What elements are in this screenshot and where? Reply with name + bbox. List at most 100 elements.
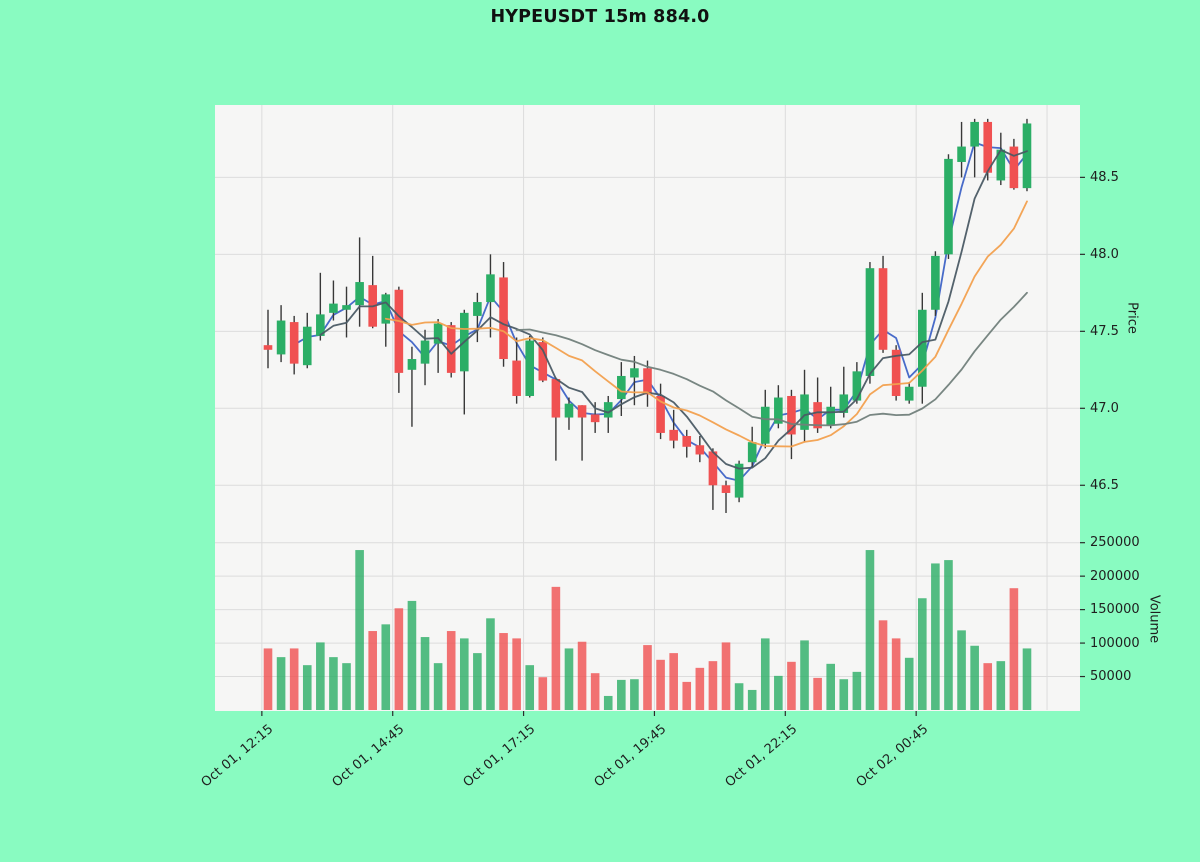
volume-bar (721, 642, 731, 710)
volume-bar (459, 638, 469, 710)
candle-body (931, 255, 940, 310)
volume-bar (904, 657, 914, 710)
volume-bar (996, 661, 1006, 710)
volume-axis-title: Volume (1146, 594, 1162, 644)
volume-bar (603, 695, 613, 710)
volume-bar (473, 653, 482, 710)
candle-body (760, 406, 770, 444)
candle-body (891, 349, 901, 396)
candle-body (734, 463, 744, 498)
candle-body (983, 121, 993, 173)
volume-bar (446, 631, 456, 710)
candle-body (617, 375, 626, 400)
volume-bar (329, 657, 338, 710)
candle-body (669, 429, 678, 441)
candle-body (394, 289, 404, 373)
candle-body (551, 379, 561, 418)
candle-body (381, 294, 391, 324)
volume-bar (394, 608, 404, 710)
volume-bar (590, 673, 600, 710)
candle-body (708, 451, 718, 486)
volume-bar (957, 630, 966, 710)
candle-body (590, 414, 600, 423)
volume-bar (970, 645, 979, 710)
volume-bar (669, 653, 678, 710)
volume-bar (944, 560, 953, 710)
volume-bar (656, 659, 665, 710)
candle-body (433, 323, 443, 344)
volume-bar (617, 679, 626, 710)
candle-body (656, 395, 665, 433)
volume-bar (355, 550, 364, 710)
volume-bar (302, 665, 312, 710)
candle-body (643, 368, 652, 395)
price-axis-title: Price (1124, 302, 1140, 334)
volume-bar (525, 665, 535, 710)
price-tick-label: 47.0 (1090, 400, 1119, 416)
volume-tick-label: 200000 (1090, 568, 1140, 584)
candle-body (342, 305, 351, 310)
volume-bar (1009, 588, 1019, 710)
candle-body (302, 326, 312, 366)
volume-bar (1022, 648, 1032, 710)
volume-bar (682, 681, 692, 710)
candle-body (695, 445, 705, 455)
volume-bar (878, 620, 888, 710)
candle-body (721, 485, 731, 493)
volume-bar (891, 638, 901, 710)
volume-bar (276, 657, 286, 710)
volume-bar (499, 633, 508, 710)
price-tick-label: 48.5 (1090, 169, 1119, 185)
candle-body (996, 149, 1006, 181)
candle-body (918, 309, 927, 387)
candle-body (813, 402, 822, 429)
volume-bar (630, 679, 639, 710)
candle-body (839, 394, 849, 413)
volume-bar (760, 638, 770, 710)
volume-bar (342, 663, 351, 710)
candle-body (944, 158, 953, 255)
volume-bar (316, 642, 325, 710)
candle-body (407, 359, 417, 370)
volume-bar (420, 637, 430, 710)
volume-bar (865, 550, 875, 710)
volume-bar (577, 641, 587, 710)
volume-bar (734, 683, 744, 710)
candle-body (603, 402, 613, 418)
candle-body (787, 395, 796, 435)
volume-tick-label: 100000 (1090, 635, 1140, 651)
candle-body (329, 303, 338, 313)
ma-line-ma20 (515, 291, 1028, 427)
candle-body (486, 274, 495, 303)
price-tick-label: 46.5 (1090, 477, 1119, 493)
ma-line-ma10 (384, 200, 1028, 448)
volume-bar (852, 671, 862, 710)
volume-bar (564, 648, 574, 710)
candle-body (263, 345, 273, 350)
candle-body (473, 302, 482, 316)
volume-bar (381, 624, 391, 710)
candle-body (276, 320, 286, 355)
volume-bar (787, 661, 796, 710)
candle-body (538, 342, 548, 381)
candles (263, 118, 1032, 513)
ma-line-ma5 (319, 149, 1028, 470)
candle-body (420, 340, 430, 364)
candle-body (564, 403, 574, 418)
candle-body (682, 436, 692, 447)
candle-body (774, 397, 783, 424)
volume-tick-label: 150000 (1090, 602, 1140, 618)
candle-body (1009, 146, 1019, 189)
volume-tick-label: 250000 (1090, 535, 1140, 551)
volume-bars (263, 550, 1032, 710)
volume-bar (551, 586, 561, 710)
volume-bar (538, 677, 548, 710)
candle-body (355, 282, 364, 306)
candle-body (970, 121, 979, 147)
volume-bar (512, 638, 521, 710)
volume-tick-label: 50000 (1090, 669, 1132, 685)
volume-bar (289, 648, 299, 710)
volume-bar (407, 600, 417, 710)
